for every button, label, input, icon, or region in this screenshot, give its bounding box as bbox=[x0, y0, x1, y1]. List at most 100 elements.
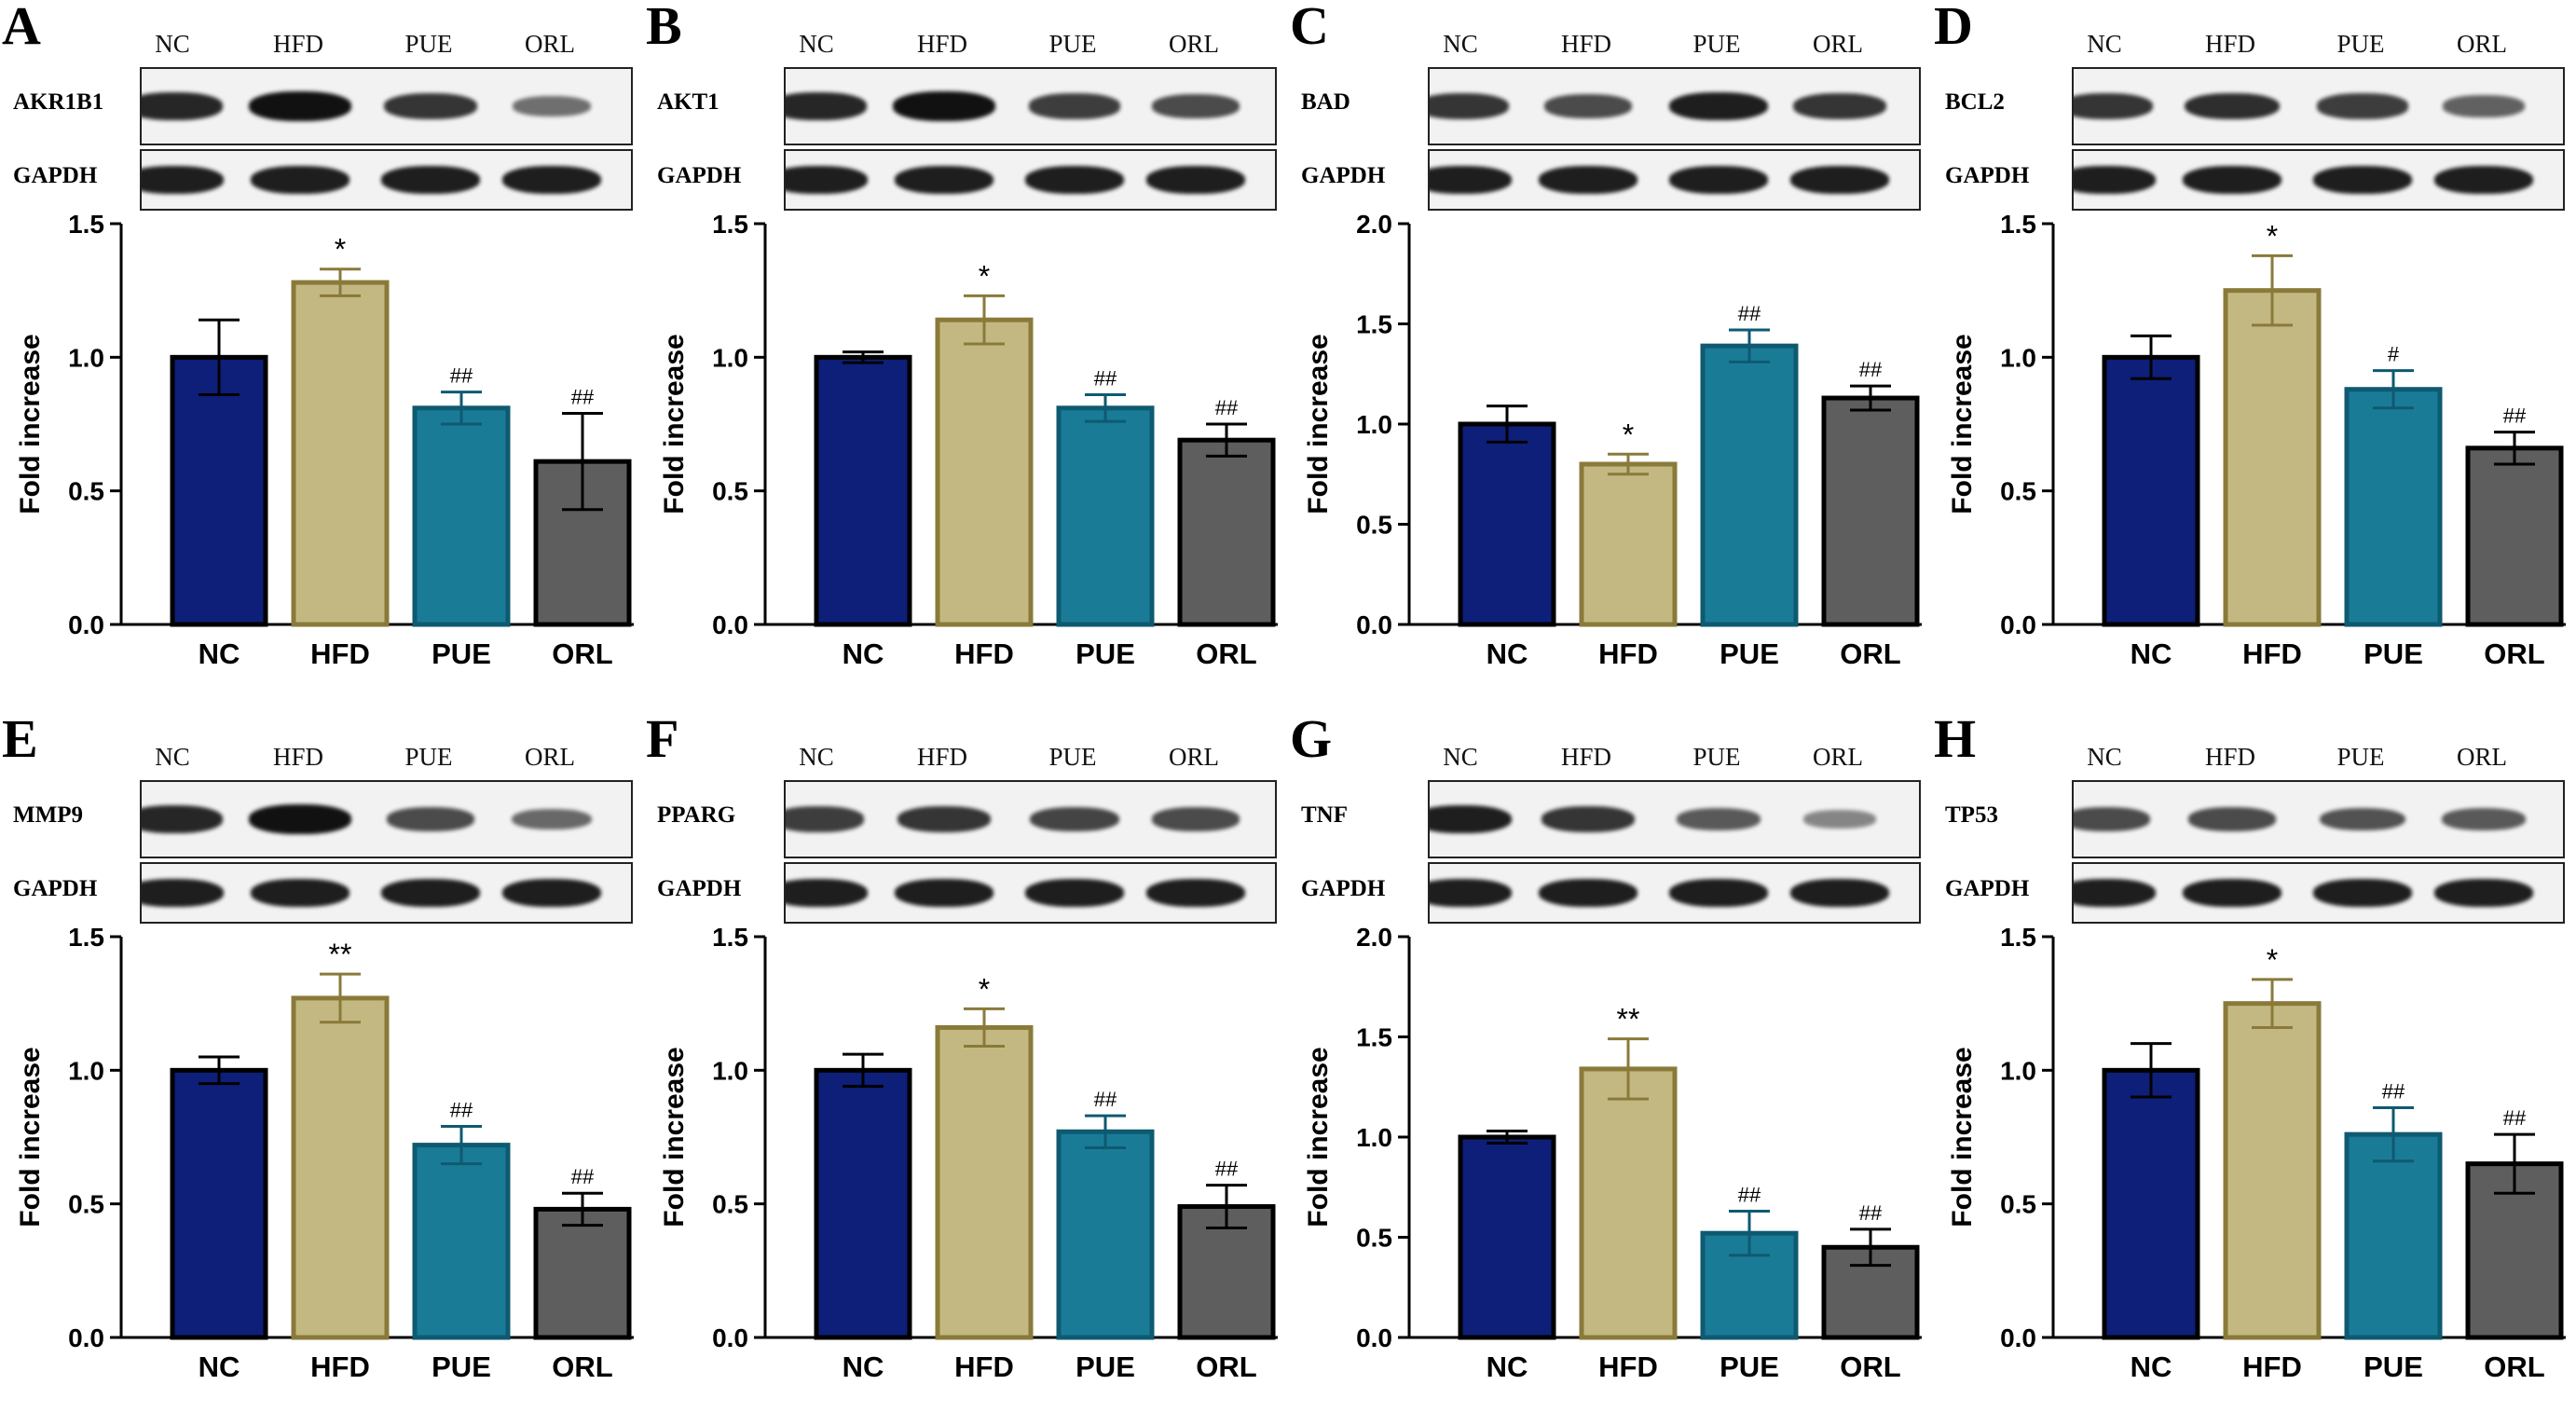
blot-band bbox=[2442, 808, 2526, 830]
blot-lane-label: HFD bbox=[2204, 30, 2255, 58]
significance-label: * bbox=[1623, 418, 1634, 451]
bar-nc bbox=[2102, 1067, 2200, 1340]
blot-band bbox=[2183, 878, 2281, 908]
blot-lane-label: NC bbox=[155, 30, 190, 58]
blot-lane-label: PUE bbox=[1048, 30, 1097, 58]
target-blot-label: BCL2 bbox=[1945, 89, 2005, 115]
y-tick-label: 1.5 bbox=[2000, 214, 2036, 239]
gapdh-blot-label: GAPDH bbox=[1945, 163, 2030, 188]
x-tick-label: NC bbox=[2131, 1351, 2172, 1383]
y-tick-label: 1.5 bbox=[68, 927, 104, 952]
bar-chart-c: 0.0 0.5 1.0 1.5 2.0 Fold increase NC * HFD ## PUE #… bbox=[1303, 214, 1922, 670]
blot-lane-label: NC bbox=[2087, 743, 2122, 771]
x-tick-label: PUE bbox=[432, 638, 491, 670]
panel-h: H NC HFD PUE ORL TP53 GAPDH 0.0 0.5 1.0 1.5 Fold in… bbox=[1932, 708, 2575, 1426]
target-blot bbox=[784, 67, 1277, 145]
blot-lane-label: NC bbox=[2087, 30, 2122, 58]
bar-nc bbox=[170, 1067, 268, 1340]
blot-band bbox=[2188, 807, 2276, 831]
x-tick-label: NC bbox=[843, 1351, 884, 1383]
y-tick-label: 0.0 bbox=[712, 610, 748, 639]
blot-band bbox=[1544, 94, 1632, 118]
gapdh-blot-label: GAPDH bbox=[13, 876, 98, 901]
blot-band bbox=[142, 165, 224, 195]
blot-band bbox=[384, 93, 477, 119]
panel-b: B NC HFD PUE ORL AKT1 GAPDH 0.0 0.5 1.0 1.5 Fold in… bbox=[644, 0, 1287, 713]
blot-band bbox=[1146, 165, 1245, 195]
y-tick-label: 0.5 bbox=[712, 477, 748, 506]
bar-pue bbox=[412, 405, 511, 627]
gapdh-blot-label: GAPDH bbox=[657, 876, 742, 901]
blot-band bbox=[1430, 878, 1512, 908]
target-blot bbox=[2072, 780, 2565, 858]
x-tick-label: ORL bbox=[1196, 1351, 1256, 1383]
bar-hfd bbox=[291, 995, 390, 1340]
target-blot-label: PPARG bbox=[657, 802, 736, 828]
target-blot bbox=[2072, 67, 2565, 145]
blot-band bbox=[786, 165, 868, 195]
significance-label: * bbox=[2267, 943, 2278, 977]
gapdh-blot-label: GAPDH bbox=[657, 163, 742, 188]
blot-band bbox=[2320, 807, 2405, 831]
gapdh-blot bbox=[784, 149, 1277, 211]
blot-lane-label: PUE bbox=[1048, 743, 1097, 771]
blot-band bbox=[1430, 804, 1512, 834]
blot-band bbox=[895, 165, 993, 195]
x-tick-label: PUE bbox=[1076, 638, 1135, 670]
y-tick-label: 1.5 bbox=[68, 214, 104, 239]
y-tick-label: 1.5 bbox=[712, 214, 748, 239]
blot-lane-label: ORL bbox=[1813, 743, 1863, 771]
blot-lane-label: HFD bbox=[272, 30, 323, 58]
y-tick-label: 0.5 bbox=[68, 1190, 104, 1219]
blot-lane-label: NC bbox=[155, 743, 190, 771]
blot-lane-label: PUE bbox=[404, 743, 453, 771]
blot-lane-label: ORL bbox=[2457, 743, 2507, 771]
bar-orl bbox=[1177, 437, 1276, 627]
blot-band bbox=[893, 91, 995, 121]
x-tick-label: HFD bbox=[1598, 1351, 1658, 1383]
x-tick-label: HFD bbox=[1598, 638, 1658, 670]
blot-lane-label: HFD bbox=[916, 743, 967, 771]
bar-pue bbox=[1056, 1129, 1155, 1340]
panel-letter: B bbox=[646, 0, 682, 56]
blot-lane-label: ORL bbox=[525, 30, 575, 58]
blot-band bbox=[251, 878, 349, 908]
x-tick-label: ORL bbox=[1840, 1351, 1900, 1383]
bar-orl bbox=[533, 1206, 632, 1340]
significance-label: ## bbox=[1215, 396, 1239, 419]
blot-band bbox=[381, 878, 480, 908]
target-blot-label: AKT1 bbox=[657, 89, 719, 115]
blot-band bbox=[2434, 878, 2533, 908]
target-blot-label: MMP9 bbox=[13, 802, 83, 828]
significance-label: ## bbox=[1859, 358, 1883, 381]
significance-label: ## bbox=[571, 1165, 595, 1188]
blot-band bbox=[1669, 878, 1768, 908]
y-tick-label: 0.5 bbox=[1356, 1224, 1392, 1253]
x-tick-label: PUE bbox=[2364, 638, 2423, 670]
y-tick-label: 1.0 bbox=[68, 343, 104, 372]
x-tick-label: PUE bbox=[432, 1351, 491, 1383]
blot-band bbox=[1152, 94, 1240, 118]
y-tick-label: 1.0 bbox=[68, 1056, 104, 1085]
bar-hfd bbox=[935, 1024, 1034, 1340]
panel-d: D NC HFD PUE ORL BCL2 GAPDH 0.0 0.5 1.0 1.5 Fold in… bbox=[1932, 0, 2575, 713]
gapdh-blot bbox=[1428, 862, 1921, 924]
significance-label: ## bbox=[2382, 1079, 2405, 1103]
x-tick-label: NC bbox=[1487, 1351, 1528, 1383]
blot-band bbox=[513, 96, 591, 117]
bar-hfd bbox=[291, 280, 390, 627]
y-axis-label: Fold increase bbox=[1303, 334, 1334, 514]
bar-chart-d: 0.0 0.5 1.0 1.5 Fold increase NC * HFD # PUE ## ORL bbox=[1947, 214, 2566, 670]
gapdh-blot-label: GAPDH bbox=[1301, 163, 1386, 188]
gapdh-blot-label: GAPDH bbox=[13, 163, 98, 188]
panel-letter: A bbox=[2, 0, 41, 56]
blot-band bbox=[1539, 165, 1637, 195]
panel-letter: G bbox=[1290, 708, 1333, 769]
blot-band bbox=[2074, 807, 2150, 831]
y-tick-label: 2.0 bbox=[1356, 927, 1392, 952]
bar-chart-a: 0.0 0.5 1.0 1.5 Fold increase NC * HFD ## PUE ## OR… bbox=[15, 214, 634, 670]
significance-label: ## bbox=[1215, 1158, 1239, 1181]
gapdh-blot bbox=[2072, 149, 2565, 211]
x-tick-label: ORL bbox=[552, 1351, 612, 1383]
y-axis-label: Fold increase bbox=[1947, 1047, 1978, 1227]
